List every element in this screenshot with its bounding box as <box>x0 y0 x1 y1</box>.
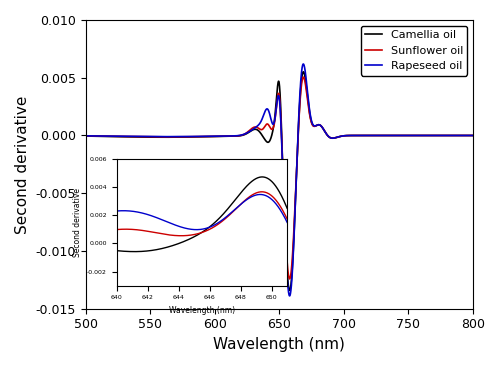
X-axis label: Wavelength (nm): Wavelength (nm) <box>214 337 346 352</box>
Rapeseed oil <box>300 62 306 66</box>
Y-axis label: Second derivative: Second derivative <box>15 95 30 233</box>
Rapeseed oil <box>470 133 476 138</box>
Sunflower oil <box>177 135 183 139</box>
Sunflower oil <box>286 277 292 281</box>
Camellia oil <box>83 134 89 138</box>
Sunflower oil <box>470 133 476 138</box>
Camellia oil <box>286 288 292 292</box>
Sunflower oil <box>300 75 306 79</box>
Camellia oil <box>470 133 476 138</box>
Line: Sunflower oil: Sunflower oil <box>86 77 473 279</box>
Camellia oil <box>300 70 306 74</box>
Rapeseed oil <box>172 134 178 139</box>
Sunflower oil <box>175 135 181 139</box>
Camellia oil <box>467 133 473 138</box>
Line: Camellia oil: Camellia oil <box>86 72 473 290</box>
Sunflower oil <box>467 133 473 138</box>
Sunflower oil <box>256 127 262 131</box>
Sunflower oil <box>172 135 178 139</box>
Camellia oil <box>175 135 181 139</box>
Sunflower oil <box>83 134 89 138</box>
Camellia oil <box>228 134 234 138</box>
Sunflower oil <box>228 134 234 138</box>
Rapeseed oil <box>83 134 89 138</box>
Camellia oil <box>172 135 178 139</box>
Rapeseed oil <box>177 134 183 139</box>
Rapeseed oil <box>228 134 234 138</box>
Camellia oil <box>256 129 262 134</box>
Line: Rapeseed oil: Rapeseed oil <box>86 64 473 296</box>
Camellia oil <box>177 135 183 139</box>
Rapeseed oil <box>175 134 181 139</box>
Rapeseed oil <box>256 122 262 126</box>
Rapeseed oil <box>286 294 292 298</box>
Legend: Camellia oil, Sunflower oil, Rapeseed oil: Camellia oil, Sunflower oil, Rapeseed oi… <box>360 26 468 76</box>
Rapeseed oil <box>467 133 473 138</box>
